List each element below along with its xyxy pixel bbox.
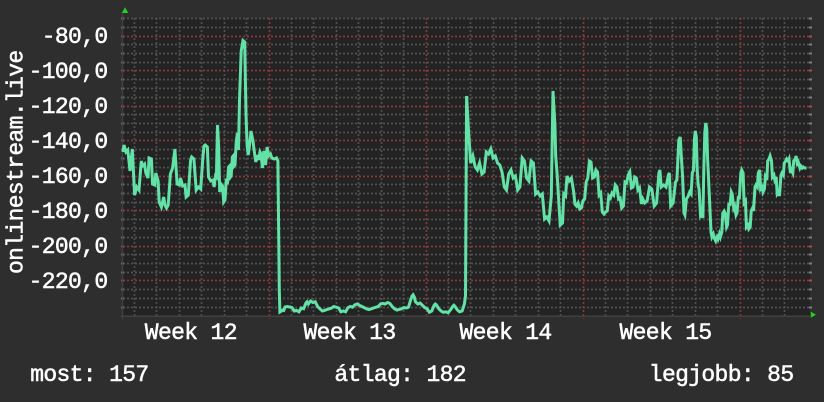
svg-text:-80,0: -80,0 — [42, 24, 108, 50]
svg-text:-120,0: -120,0 — [29, 94, 108, 120]
svg-text:onlinestream.live: onlinestream.live — [4, 50, 30, 274]
svg-text:Week 12: Week 12 — [145, 320, 237, 346]
svg-text:-160,0: -160,0 — [29, 164, 108, 190]
svg-text:Week 13: Week 13 — [304, 320, 396, 346]
svg-text:Week 15: Week 15 — [620, 320, 712, 346]
svg-text:-180,0: -180,0 — [29, 199, 108, 225]
svg-text:Week 14: Week 14 — [460, 320, 552, 346]
svg-text:-100,0: -100,0 — [29, 59, 108, 85]
svg-text:most: 157: most: 157 — [30, 362, 148, 388]
svg-text:átlag: 182: átlag: 182 — [334, 362, 466, 388]
svg-text:-140,0: -140,0 — [29, 129, 108, 155]
svg-text:-220,0: -220,0 — [29, 269, 108, 295]
svg-text:legjobb: 85: legjobb: 85 — [649, 362, 794, 388]
svg-text:-200,0: -200,0 — [29, 234, 108, 260]
